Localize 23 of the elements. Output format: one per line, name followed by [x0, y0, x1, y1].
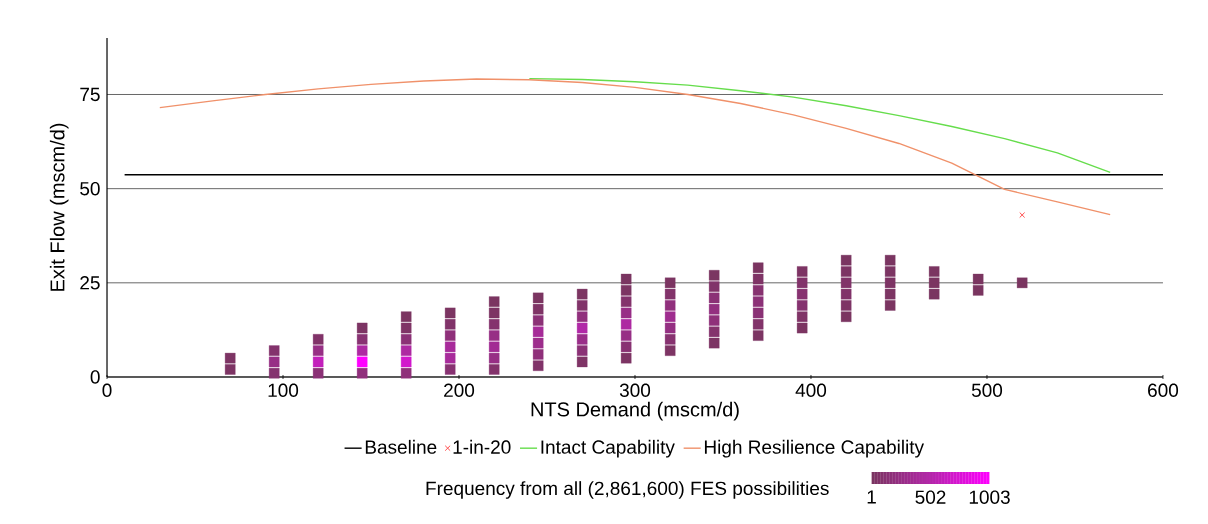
x-tick-label: 0	[102, 383, 112, 397]
legend-label: Intact Capability	[541, 439, 675, 458]
x-tick-label: 100	[268, 383, 299, 397]
x-tick-label: 500	[971, 383, 1003, 397]
line-series	[528, 77, 1111, 174]
x-axis-title: NTS Demand (mscm/d)	[531, 401, 739, 421]
legend-label: Baseline	[365, 439, 437, 454]
line-series	[159, 78, 1111, 216]
x-tick-label: 400	[795, 383, 827, 397]
x-tick-label: 300	[619, 383, 651, 397]
y-tick-label: 50	[80, 181, 100, 196]
color-bar-title: Frequency from all (2,861,600) FES possibilities	[426, 481, 829, 499]
color-bar-label: 502	[915, 490, 946, 504]
x-tick-label: 600	[1148, 383, 1179, 397]
x-tick-label: 200	[444, 383, 475, 397]
color-bar-label: 1	[867, 490, 876, 504]
y-axis-title: Exit Flow (mscm/d)	[49, 123, 69, 291]
y-tick-label: 0	[90, 370, 100, 384]
color-bar-label: 1003	[969, 490, 1010, 504]
y-tick-label: 25	[80, 276, 100, 290]
y-tick-label: 75	[80, 87, 100, 102]
legend-label: High Resilience Capability	[704, 439, 925, 458]
legend-label: 1-in-20	[453, 439, 511, 454]
